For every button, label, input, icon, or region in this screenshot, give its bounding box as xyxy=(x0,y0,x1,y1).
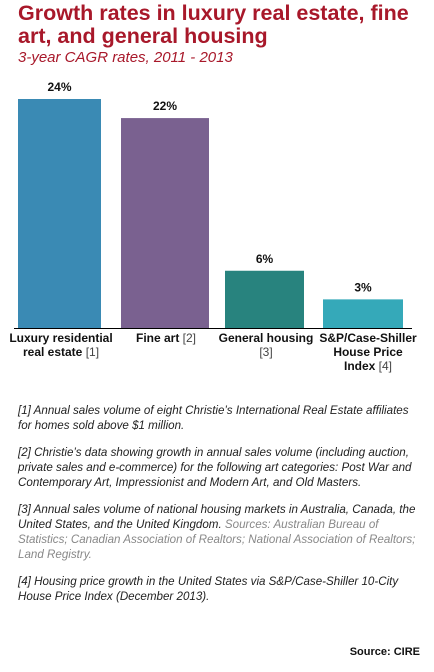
footnote-3-text: [3] Annual sales volume of national hous… xyxy=(18,503,416,531)
chart-title: Growth rates in luxury real estate, fine… xyxy=(18,1,409,48)
chart-subtitle: 3-year CAGR rates, 2011 - 2013 xyxy=(18,49,233,66)
category-label-luxury: Luxury residential real estate [1] xyxy=(9,331,113,359)
value-label-general-housing: 6% xyxy=(256,252,274,266)
value-label-case-shiller: 3% xyxy=(354,280,372,294)
value-label-luxury: 24% xyxy=(47,80,71,94)
category-label-fine-art: Fine art [2] xyxy=(135,331,197,345)
bar-chart: 24% 22% 6% 3% xyxy=(14,80,412,329)
footnotes: [1] Annual sales volume of eight Christi… xyxy=(18,403,423,616)
category-label-case-shiller: S&P/Case-Shiller House Price Index [4] xyxy=(319,331,417,373)
category-label-general-housing: General housing [3] xyxy=(218,331,314,359)
footnote-3-sources: Sources: Australian Bureau of Statistics… xyxy=(18,518,416,561)
value-label-fine-art: 22% xyxy=(153,99,177,113)
footnote-4: [4] Housing price growth in the United S… xyxy=(18,575,399,603)
source-credit: Source: CIRE xyxy=(349,646,420,658)
bar-general-housing xyxy=(225,270,304,328)
bar-case-shiller xyxy=(323,299,403,328)
bar-fine-art xyxy=(121,118,209,328)
bar-luxury xyxy=(18,99,101,328)
footnote-2: [2] Christie’s data showing growth in an… xyxy=(18,446,412,489)
footnote-1: [1] Annual sales volume of eight Christi… xyxy=(18,404,409,432)
footnote-3: [3] Annual sales volume of national hous… xyxy=(18,502,423,562)
